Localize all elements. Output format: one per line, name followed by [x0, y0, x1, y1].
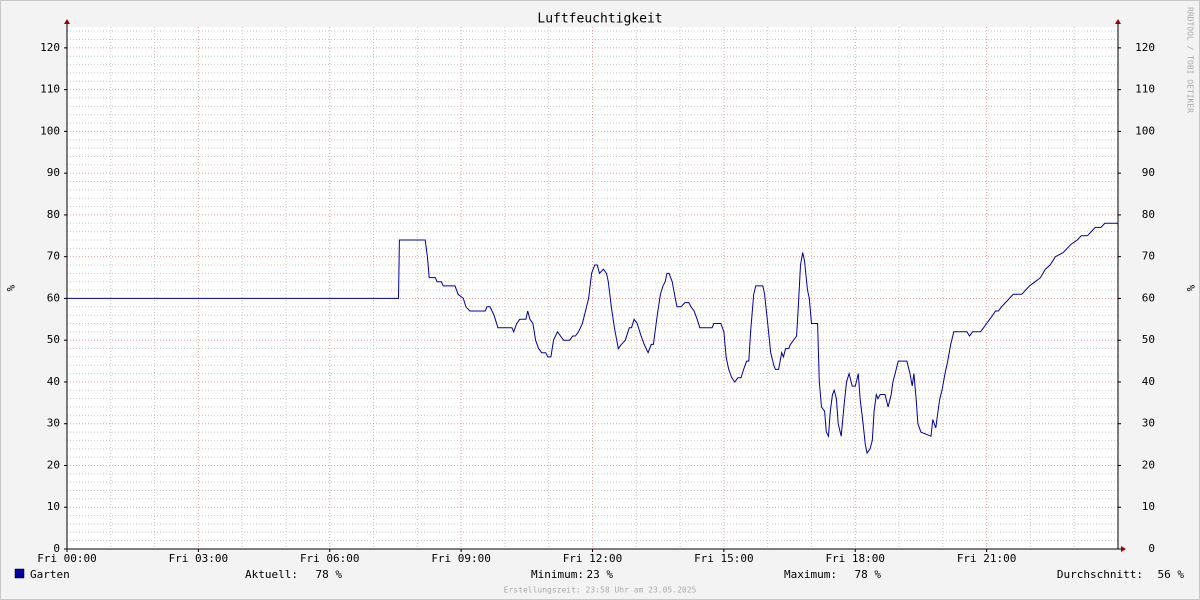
y2-tick-label: 0 — [1148, 542, 1155, 555]
y2-tick-label: 60 — [1142, 291, 1155, 304]
y2-tick-label: 70 — [1142, 250, 1155, 263]
x-tick-label: Fri 06:00 — [300, 552, 360, 565]
chart-title: Luftfeuchtigkeit — [537, 12, 662, 27]
y-axis-label: % — [4, 285, 17, 292]
y-tick-label: 30 — [47, 417, 60, 430]
y-tick-label: 10 — [47, 500, 60, 513]
footer: Erstellungszeit: 23:58 Uhr am 23.05.2025 — [504, 586, 697, 595]
x-tick-label: Fri 15:00 — [694, 552, 754, 565]
x-tick-label: Fri 18:00 — [825, 552, 885, 565]
axis-arrow — [64, 19, 70, 24]
y2-tick-label: 80 — [1142, 208, 1155, 221]
x-tick-label: Fri 09:00 — [431, 552, 491, 565]
legend: Garten Aktuell: 78 % Minimum: 23 % Maximum: 78… — [14, 568, 1185, 581]
grid — [66, 27, 1119, 550]
stat-label: Maximum: — [784, 568, 837, 581]
y2-tick-label: 100 — [1135, 124, 1155, 137]
axis-arrow — [1115, 19, 1121, 24]
y-tick-label: 20 — [47, 458, 60, 471]
x-tick-label: Fri 03:00 — [169, 552, 229, 565]
x-tick-label: Fri 00:00 — [37, 552, 97, 565]
y-tick-label: 40 — [47, 375, 60, 388]
axis-arrow — [1121, 546, 1126, 552]
watermark: RRDTOOL / TOBI OETIKER — [1186, 7, 1195, 113]
y-tick-label: 110 — [40, 83, 60, 96]
legend-label: Garten — [30, 568, 70, 581]
y-tick-label: 70 — [47, 250, 60, 263]
y2-axis-label: % — [1184, 285, 1197, 292]
stat-value: 78 % — [316, 568, 343, 581]
y-tick-label: 0 — [53, 542, 60, 555]
y2-tick-label: 40 — [1142, 375, 1155, 388]
y2-tick-label: 50 — [1142, 333, 1155, 346]
stat-label: Aktuell: — [245, 568, 298, 581]
stat-label: Minimum: — [531, 568, 584, 581]
y-tick-label: 100 — [40, 124, 60, 137]
axes: 0 0 10 10 20 20 30 30 40 40 50 50 60 60 70 70 80 80 90 90 10… — [37, 19, 1155, 565]
y2-tick-label: 110 — [1135, 83, 1155, 96]
stat-label: Durchschnitt: — [1057, 568, 1143, 581]
stat-value: 56 % — [1158, 568, 1185, 581]
y-tick-label: 80 — [47, 208, 60, 221]
stat-value: 23 % — [587, 568, 614, 581]
y2-tick-label: 120 — [1135, 41, 1155, 54]
y-tick-label: 60 — [47, 291, 60, 304]
y2-tick-label: 10 — [1142, 500, 1155, 513]
y2-tick-label: 90 — [1142, 166, 1155, 179]
y2-tick-label: 20 — [1142, 458, 1155, 471]
data-line — [67, 222, 1118, 455]
y-tick-label: 120 — [40, 41, 60, 54]
x-tick-label: Fri 12:00 — [563, 552, 623, 565]
y2-tick-label: 30 — [1142, 417, 1155, 430]
y-tick-label: 90 — [47, 166, 60, 179]
marks — [67, 222, 1118, 455]
y-tick-label: 50 — [47, 333, 60, 346]
x-tick-label: Fri 21:00 — [957, 552, 1017, 565]
legend-swatch — [14, 568, 25, 579]
stat-value: 78 % — [855, 568, 882, 581]
